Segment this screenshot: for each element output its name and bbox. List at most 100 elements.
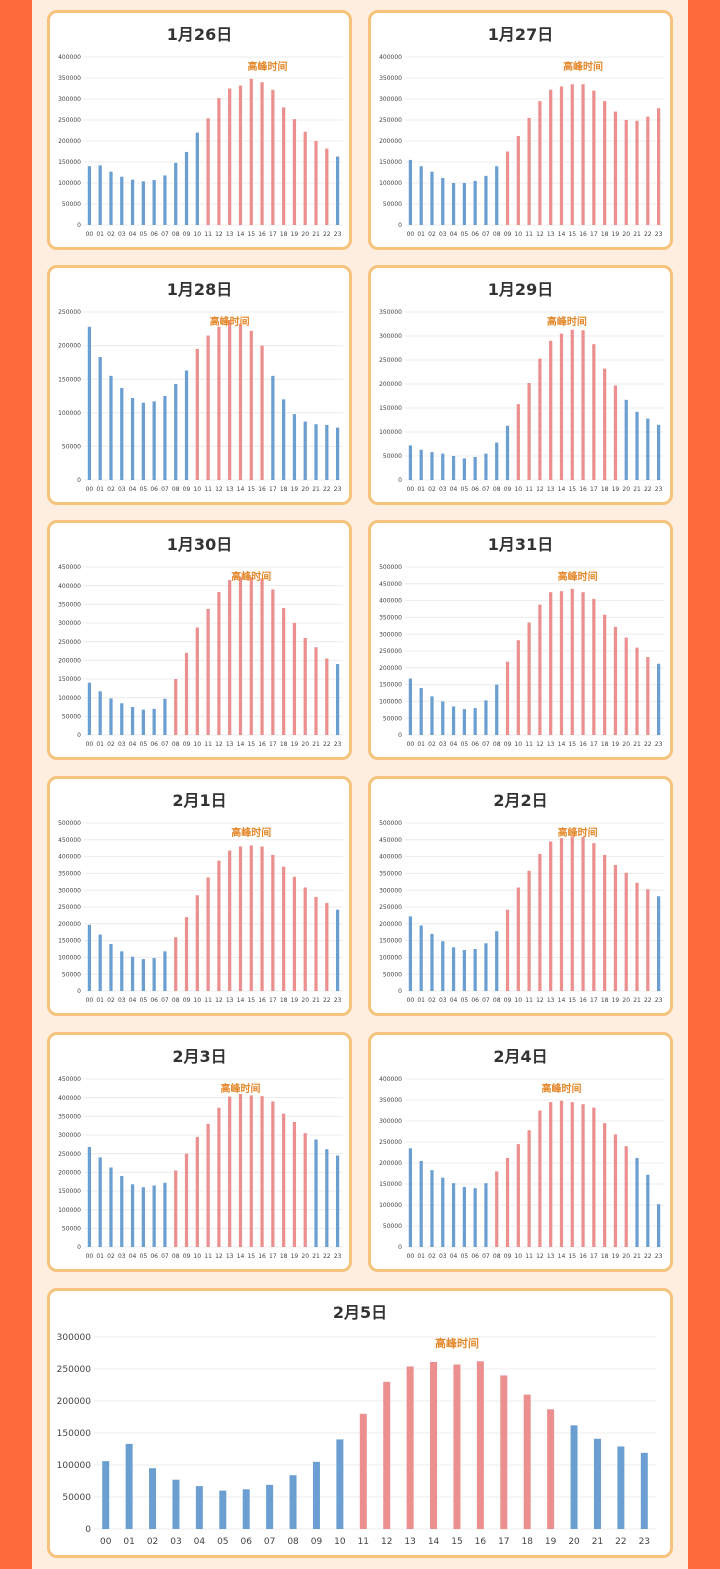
x-tick-label: 16	[579, 1253, 587, 1260]
y-tick-label: 50000	[383, 715, 402, 722]
bar-05	[141, 959, 145, 991]
x-tick-label: 23	[639, 1537, 650, 1547]
bar-21	[314, 141, 318, 225]
x-tick-label: 16	[475, 1537, 487, 1547]
bar-08	[495, 166, 499, 225]
bar-19	[292, 623, 297, 735]
x-tick-label: 14	[558, 1253, 566, 1260]
bar-05	[462, 183, 466, 225]
y-tick-label: 150000	[379, 938, 402, 945]
x-tick-label: 15	[247, 741, 255, 748]
bar-08	[495, 1171, 499, 1247]
x-tick-label: 07	[482, 231, 490, 238]
x-tick-label: 01	[96, 486, 104, 493]
bar-07	[163, 1182, 167, 1247]
x-tick-label: 19	[291, 997, 299, 1004]
chart-feb5: 2月5日 0 50000 100000 150000 200000 250000 300000…	[57, 1303, 656, 1547]
x-tick-label: 13	[226, 1253, 234, 1260]
bar-21	[635, 411, 639, 480]
x-tick-label: 02	[428, 997, 436, 1004]
y-tick-label: 350000	[58, 871, 81, 878]
bar-02	[430, 171, 434, 225]
x-tick-label: 09	[504, 231, 512, 238]
bar-02	[109, 1167, 113, 1247]
x-tick-label: 20	[568, 1537, 580, 1547]
chart-title: 2月3日	[172, 1047, 226, 1066]
bar-12	[538, 604, 542, 735]
bar-23	[335, 427, 340, 480]
chart-title: 2月1日	[172, 791, 226, 810]
bar-20	[303, 131, 307, 225]
bar-18	[282, 399, 286, 480]
y-tick-label: 150000	[58, 676, 81, 683]
bar-19	[292, 414, 297, 480]
x-tick-label: 03	[439, 997, 447, 1004]
bar-19	[613, 626, 618, 735]
bar-16	[476, 1361, 484, 1529]
bar-18	[523, 1394, 531, 1529]
x-tick-label: 14	[237, 741, 245, 748]
bar-03	[441, 701, 445, 735]
bar-21	[635, 120, 639, 225]
y-tick-label: 50000	[383, 201, 402, 208]
x-tick-label: 14	[558, 997, 566, 1004]
x-tick-label: 11	[204, 231, 212, 238]
bar-03	[441, 453, 445, 480]
y-tick-label: 500000	[58, 820, 81, 827]
bar-12	[217, 1107, 221, 1247]
x-tick-label: 02	[428, 741, 436, 748]
y-tick-label: 100000	[58, 695, 81, 702]
bar-13	[549, 89, 553, 225]
bar-16	[581, 1104, 585, 1247]
bar-10	[195, 348, 199, 480]
bar-17	[592, 598, 596, 735]
bar-07	[163, 698, 167, 735]
x-tick-label: 18	[280, 231, 288, 238]
y-tick-label: 0	[77, 732, 81, 739]
x-tick-label: 15	[247, 997, 255, 1004]
bar-14	[238, 577, 243, 735]
x-tick-label: 00	[407, 231, 415, 238]
bar-20	[624, 399, 628, 480]
bar-20	[624, 637, 628, 735]
x-tick-label: 11	[204, 1253, 212, 1260]
bar-22	[325, 902, 329, 991]
x-tick-label: 04	[450, 997, 458, 1004]
x-tick-label: 12	[215, 997, 223, 1004]
y-tick-label: 450000	[58, 564, 81, 571]
x-tick-label: 15	[568, 997, 576, 1004]
y-tick-label: 50000	[62, 1225, 81, 1232]
bar-00	[408, 1148, 413, 1247]
x-tick-label: 06	[240, 1537, 252, 1547]
bar-23	[335, 909, 340, 991]
bar-02	[430, 452, 434, 480]
bar-03	[120, 387, 124, 480]
y-tick-label: 250000	[379, 357, 402, 364]
bar-00	[87, 682, 92, 735]
bar-20	[624, 872, 628, 991]
x-tick-label: 04	[450, 486, 458, 493]
x-tick-label: 09	[504, 741, 512, 748]
bar-05	[219, 1490, 227, 1529]
bar-11	[527, 870, 531, 991]
bar-02	[109, 698, 113, 735]
chart-card-jan30: 1月30日 0 50000 100000 150000 200000 250000 30000…	[47, 520, 352, 760]
y-tick-label: 200000	[379, 138, 402, 145]
chart-card-jan31: 1月31日 0 50000 100000 150000 200000 250000 30000…	[368, 520, 673, 760]
x-tick-label: 16	[579, 486, 587, 493]
bar-19	[613, 1134, 618, 1247]
y-tick-label: 100000	[58, 955, 81, 962]
y-tick-label: 50000	[62, 201, 81, 208]
bar-02	[430, 696, 434, 735]
bar-23	[656, 896, 661, 991]
y-tick-label: 250000	[58, 1151, 81, 1158]
x-tick-label: 07	[482, 997, 490, 1004]
bar-05	[141, 181, 145, 225]
bar-12	[383, 1381, 391, 1529]
bar-10	[195, 627, 199, 735]
x-tick-label: 19	[291, 486, 299, 493]
bar-22	[646, 418, 650, 480]
bar-05	[141, 709, 145, 735]
x-tick-label: 21	[312, 1253, 320, 1260]
bar-09	[505, 1157, 510, 1247]
